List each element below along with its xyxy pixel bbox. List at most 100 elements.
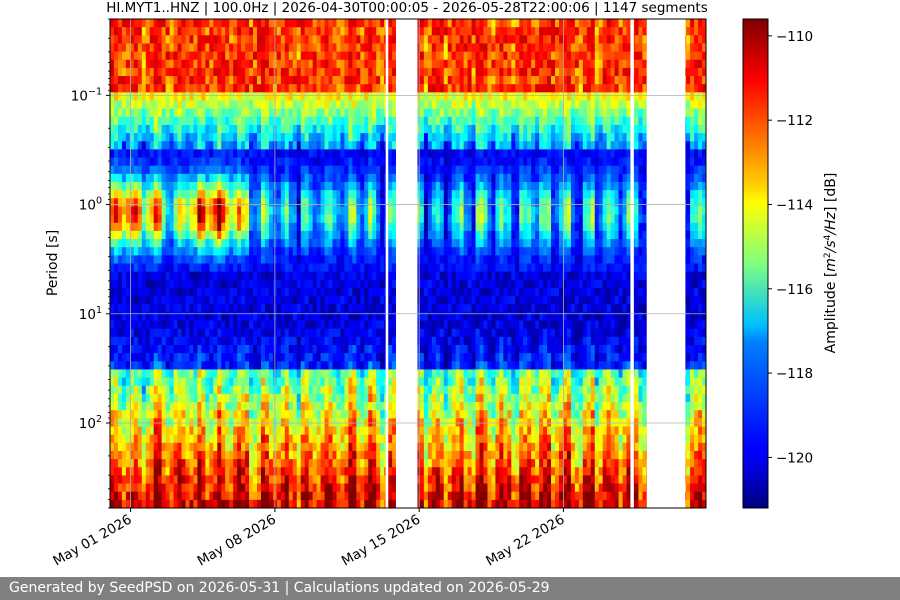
heatmap-cell: [181, 263, 187, 273]
heatmap-cell: [372, 100, 377, 110]
heatmap-cell: [177, 320, 183, 330]
heatmap-cell: [348, 353, 353, 362]
heatmap-cell: [336, 124, 342, 134]
heatmap-cell: [221, 279, 226, 289]
heatmap-cell: [193, 296, 199, 305]
heatmap-cell: [388, 410, 393, 419]
heatmap-cell: [141, 377, 147, 387]
heatmap-cell: [316, 198, 322, 208]
heatmap-cell: [304, 92, 310, 102]
heatmap-cell: [392, 206, 397, 216]
heatmap-cell: [113, 377, 119, 387]
heatmap-cell: [388, 173, 393, 183]
heatmap-cell: [304, 442, 310, 452]
heatmap-cell: [388, 51, 393, 61]
heatmap-cell: [308, 279, 314, 289]
heatmap-cell: [145, 59, 151, 69]
heatmap-cell: [110, 369, 115, 379]
heatmap-cell: [253, 35, 258, 45]
heatmap-cell: [392, 198, 397, 208]
heatmap-cell: [316, 35, 322, 45]
heatmap-cell: [431, 296, 437, 305]
heatmap-cell: [113, 59, 119, 69]
heatmap-cell: [320, 393, 326, 403]
heatmap-cell: [392, 100, 397, 110]
heatmap-cell: [423, 410, 429, 419]
heatmap-cell: [213, 198, 218, 208]
heatmap-cell: [113, 133, 119, 142]
heatmap-cell: [233, 393, 238, 403]
heatmap-cell: [352, 491, 357, 501]
heatmap-cell: [340, 19, 346, 28]
heatmap-cell: [137, 345, 143, 354]
heatmap-cell: [197, 345, 202, 354]
heatmap-cell: [296, 19, 302, 28]
heatmap-cell: [161, 499, 167, 508]
heatmap-cell: [328, 287, 334, 297]
heatmap-cell: [336, 304, 342, 313]
heatmap-cell: [264, 442, 270, 452]
heatmap-cell: [145, 345, 151, 354]
heatmap-cell: [264, 35, 270, 45]
heatmap-cell: [193, 214, 199, 224]
heatmap-cell: [149, 320, 155, 330]
heatmap-cell: [296, 377, 302, 387]
heatmap-cell: [249, 491, 254, 501]
heatmap-cell: [260, 320, 266, 330]
heatmap-cell: [264, 76, 270, 85]
heatmap-cell: [336, 312, 342, 322]
heatmap-cell: [368, 182, 373, 191]
heatmap-cell: [296, 434, 302, 444]
heatmap-cell: [352, 410, 357, 419]
heatmap-cell: [360, 296, 365, 305]
heatmap-cell: [320, 165, 326, 175]
heatmap-cell: [264, 51, 270, 61]
heatmap-cell: [439, 100, 445, 110]
heatmap-cell: [308, 206, 314, 216]
heatmap-cell: [352, 271, 357, 281]
heatmap-cell: [380, 19, 385, 28]
heatmap-cell: [300, 173, 306, 183]
heatmap-cell: [165, 214, 171, 224]
heatmap-cell: [257, 43, 262, 53]
heatmap-cell: [141, 410, 147, 419]
heatmap-cell: [423, 287, 429, 297]
heatmap-cell: [153, 149, 159, 159]
heatmap-cell: [328, 92, 334, 102]
heatmap-cell: [292, 483, 298, 493]
heatmap-cell: [189, 345, 195, 354]
heatmap-cell: [372, 499, 377, 508]
heatmap-cell: [225, 124, 230, 134]
heatmap-cell: [280, 116, 286, 126]
heatmap-cell: [181, 255, 187, 265]
heatmap-cell: [415, 336, 421, 346]
heatmap-cell: [125, 377, 131, 387]
heatmap-cell: [197, 92, 202, 102]
heatmap-cell: [340, 312, 346, 322]
heatmap-cell: [372, 35, 377, 45]
heatmap-cell: [308, 100, 314, 110]
heatmap-cell: [268, 149, 274, 159]
heatmap-cell: [415, 353, 421, 362]
heatmap-cell: [201, 393, 206, 403]
heatmap-cell: [141, 345, 147, 354]
heatmap-cell: [288, 320, 294, 330]
heatmap-cell: [145, 491, 151, 501]
heatmap-cell: [268, 173, 274, 183]
heatmap-cell: [423, 312, 429, 322]
heatmap-cell: [137, 353, 143, 362]
heatmap-cell: [380, 92, 385, 102]
heatmap-cell: [209, 182, 214, 191]
heatmap-cell: [264, 475, 270, 485]
heatmap-cell: [276, 19, 282, 28]
heatmap-cell: [189, 483, 195, 493]
heatmap-cell: [153, 247, 159, 256]
heatmap-cell: [233, 27, 238, 36]
heatmap-cell: [121, 27, 127, 36]
heatmap-cell: [221, 190, 226, 199]
heatmap-cell: [264, 84, 270, 93]
heatmap-cell: [181, 410, 187, 419]
heatmap-cell: [193, 385, 199, 395]
heatmap-cell: [253, 165, 258, 175]
heatmap-cell: [427, 116, 433, 126]
